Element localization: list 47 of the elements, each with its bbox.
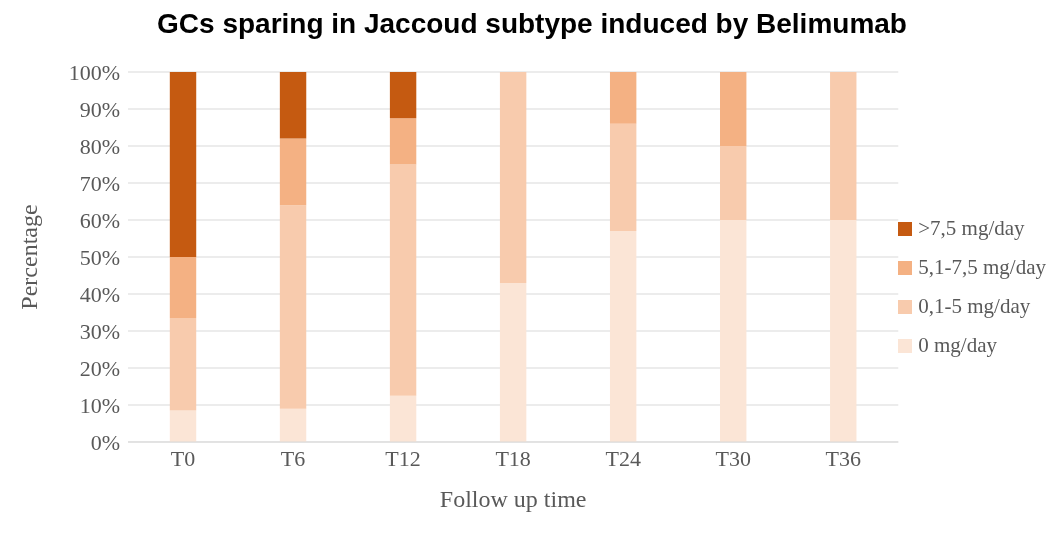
bar xyxy=(830,72,857,220)
y-tick-label: 50% xyxy=(79,244,120,270)
bar xyxy=(279,138,307,206)
bar xyxy=(169,72,197,257)
bar xyxy=(279,72,307,139)
y-axis-title: Percentage xyxy=(15,204,42,310)
bar xyxy=(169,410,197,442)
x-tick-label: T6 xyxy=(280,445,306,471)
bar xyxy=(499,282,527,442)
chart-title: GCs sparing in Jaccoud subtype induced by Belimumab xyxy=(156,8,908,41)
y-tick-label: 30% xyxy=(79,318,120,344)
y-tick-label: 10% xyxy=(79,392,120,418)
y-tick-label: 80% xyxy=(79,133,120,159)
x-tick-label: T18 xyxy=(495,445,531,471)
bar xyxy=(830,220,857,442)
y-tick-label: 90% xyxy=(79,96,120,122)
legend-label: 0 mg/day xyxy=(918,333,998,358)
bar xyxy=(720,220,747,442)
x-tick-label: T30 xyxy=(715,445,751,471)
y-tick-label: 0% xyxy=(90,429,120,455)
y-tick-label: 70% xyxy=(79,170,120,196)
y-tick-label: 60% xyxy=(79,207,120,233)
bar xyxy=(389,164,417,396)
y-tick-label: 100% xyxy=(68,59,120,85)
bar xyxy=(169,257,197,319)
x-axis-title: Follow up time xyxy=(439,486,587,512)
x-tick-label: T12 xyxy=(385,445,421,471)
legend-label: 5,1-7,5 mg/day xyxy=(918,255,1046,280)
bar xyxy=(389,395,417,442)
x-tick-label: T36 xyxy=(825,445,861,471)
bar xyxy=(279,408,307,442)
bar xyxy=(609,231,637,442)
x-tick-label: T0 xyxy=(170,445,196,471)
bar xyxy=(499,72,527,283)
bar xyxy=(720,72,747,146)
legend-label: 0,1-5 mg/day xyxy=(918,294,1031,319)
bar xyxy=(389,118,417,165)
x-tick-label: T24 xyxy=(605,445,641,471)
bar xyxy=(279,205,307,409)
bar xyxy=(609,123,637,232)
bar xyxy=(169,318,197,411)
bar xyxy=(720,146,747,220)
y-tick-label: 20% xyxy=(79,355,120,381)
bar xyxy=(609,72,637,124)
y-tick-label: 40% xyxy=(79,281,120,307)
legend-label: >7,5 mg/day xyxy=(918,216,1025,241)
bar xyxy=(389,72,417,119)
